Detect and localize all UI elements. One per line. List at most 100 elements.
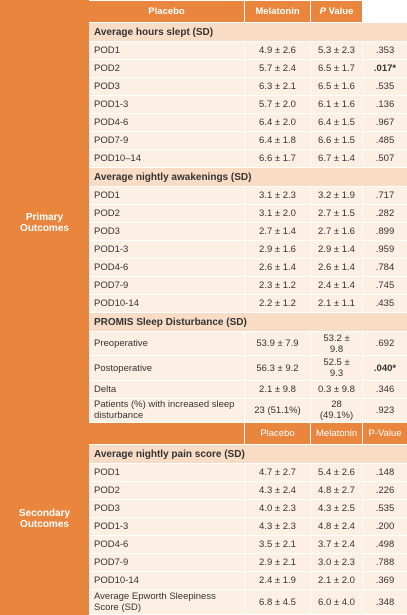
cell-value: 5.3 ± 2.3 [310,41,363,61]
column-header-text: P Value [319,6,354,18]
cell-value: 56.3 ± 9.2 [244,355,311,381]
cell-value: 28 (49.1%) [310,397,363,424]
cell-value: 2.1 ± 2.0 [310,571,363,591]
cell-value: .788 [362,553,407,573]
data-row: Postoperative 56.3 ± 9.2 52.5 ± 9.3.040* [1,355,407,381]
column-header: Placebo [244,422,311,446]
row-label: POD10-14 [88,294,245,314]
cell-value: .535 [362,77,407,97]
column-header: Melatonin [310,422,363,446]
cell-value: 2.6 ± 1.4 [310,258,363,278]
cell-value: 6.4 ± 1.8 [244,131,311,151]
row-label: POD10-14 [88,571,245,591]
row-label: POD4-6 [88,535,245,555]
cell-value: 3.5 ± 2.1 [244,535,311,555]
row-label: POD2 [88,481,245,501]
cell-value: 6.3 ± 2.1 [244,77,311,97]
cell-value: .485 [362,131,407,151]
data-row: Delta 2.1 ± 9.8 0.3 ± 9.8.346 [1,379,407,399]
cell-value: .784 [362,258,407,278]
cell-value: 53.2 ± 9.8 [310,331,363,357]
row-label: POD3 [88,77,245,97]
cell-value: 6.5 ± 1.6 [310,77,363,97]
cell-value: 4.8 ± 2.7 [310,481,363,501]
cell-value: .282 [362,204,407,224]
cell-value: 3.0 ± 2.3 [310,553,363,573]
row-label: POD1 [88,186,245,206]
cell-value: .148 [362,463,407,483]
cell-value: 2.3 ± 1.2 [244,276,311,296]
cell-value: 2.6 ± 1.4 [244,258,311,278]
cell-value: .507 [362,149,407,169]
data-row: Preoperative 53.9 ± 7.9 53.2 ± 9.8.692 [1,331,407,357]
cell-value: 6.7 ± 1.4 [310,149,363,169]
cell-value: .136 [362,95,407,115]
cell-value: 4.9 ± 2.6 [244,41,311,61]
cell-value: 2.9 ± 1.4 [310,240,363,260]
section-label: Secondary Outcomes [0,422,89,615]
data-row: POD2 5.7 ± 2.4 6.5 ± 1.7.017* [1,59,407,79]
data-row: POD4-6 6.4 ± 2.0 6.4 ± 1.5.967 [1,113,407,133]
cell-value: 2.1 ± 1.1 [310,294,363,314]
cell-value: 23 (51.1%) [244,397,311,424]
group-title: Average nightly awakenings (SD) [88,167,407,188]
data-row: POD7-9 2.3 ± 1.2 2.4 ± 1.4.745 [1,276,407,296]
column-header: P-Value [362,422,407,446]
row-label: POD10–14 [88,149,245,169]
cell-value: 6.4 ± 2.0 [244,113,311,133]
cell-value: .959 [362,240,407,260]
cell-value: 2.7 ± 1.6 [310,222,363,242]
row-label: Average Epworth Sleepiness Score (SD) [88,589,245,615]
subheader-row: Secondary Outcomes Placebo Melatonin P-Valu… [0,422,407,615]
cell-value: 3.7 ± 2.4 [310,535,363,555]
cell-value: 4.0 ± 2.3 [244,499,311,519]
column-header-blank [88,422,245,446]
cell-value: 5.7 ± 2.0 [244,95,311,115]
row-label: Postoperative [88,355,245,381]
cell-value: 3.1 ± 2.0 [244,204,311,224]
row-label: POD1-3 [88,517,245,537]
group-row: Average nightly pain score (SD) [1,444,407,465]
data-row: POD1-3 4.3 ± 2.3 4.8 ± 2.4.200 [1,517,407,537]
column-header-text: Melatonin [255,6,300,18]
cell-value: 2.7 ± 1.5 [310,204,363,224]
cell-value: .717 [362,186,407,206]
row-label: POD1 [88,463,245,483]
cell-value: 6.0 ± 4.0 [310,589,363,615]
row-label: POD2 [88,204,245,224]
data-row: Average Epworth Sleepiness Score (SD) 6.8… [1,589,407,615]
row-label: POD7-9 [88,553,245,573]
cell-value: 2.9 ± 1.6 [244,240,311,260]
cell-value: 4.3 ± 2.4 [244,481,311,501]
cell-value: 4.8 ± 2.4 [310,517,363,537]
cell-value: .040* [362,355,407,381]
group-title: PROMIS Sleep Disturbance (SD) [88,312,407,333]
section-label: Primary Outcomes [0,22,89,424]
row-label: POD3 [88,499,245,519]
cell-value: 2.9 ± 2.1 [244,553,311,573]
cell-value: 6.4 ± 1.5 [310,113,363,133]
row-label: Patients (%) with increased sleep distur… [88,397,245,424]
cell-value: .348 [362,589,407,615]
cell-value: .346 [362,379,407,399]
column-header-text: Placebo [148,6,185,18]
data-row: POD1-3 2.9 ± 1.6 2.9 ± 1.4.959 [1,240,407,260]
group-row: Primary Outcomes Average hours slept (SD) [0,22,407,424]
cell-value: 6.6 ± 1.7 [244,149,311,169]
cell-value: 4.3 ± 2.5 [310,499,363,519]
cell-value: 52.5 ± 9.3 [310,355,363,381]
column-header: Melatonin [244,0,311,24]
row-label: POD4-6 [88,258,245,278]
cell-value: 2.4 ± 1.9 [244,571,311,591]
data-row: POD1 4.7 ± 2.7 5.4 ± 2.6.148 [1,463,407,483]
cell-value: 6.1 ± 1.6 [310,95,363,115]
data-row: POD10-14 2.4 ± 1.9 2.1 ± 2.0.369 [1,571,407,591]
cell-value: .017* [362,59,407,79]
group-title: Average hours slept (SD) [88,22,407,43]
group-title: Average nightly pain score (SD) [88,444,407,465]
data-row: POD7-9 6.4 ± 1.8 6.6 ± 1.5.485 [1,131,407,151]
row-label: POD4-6 [88,113,245,133]
